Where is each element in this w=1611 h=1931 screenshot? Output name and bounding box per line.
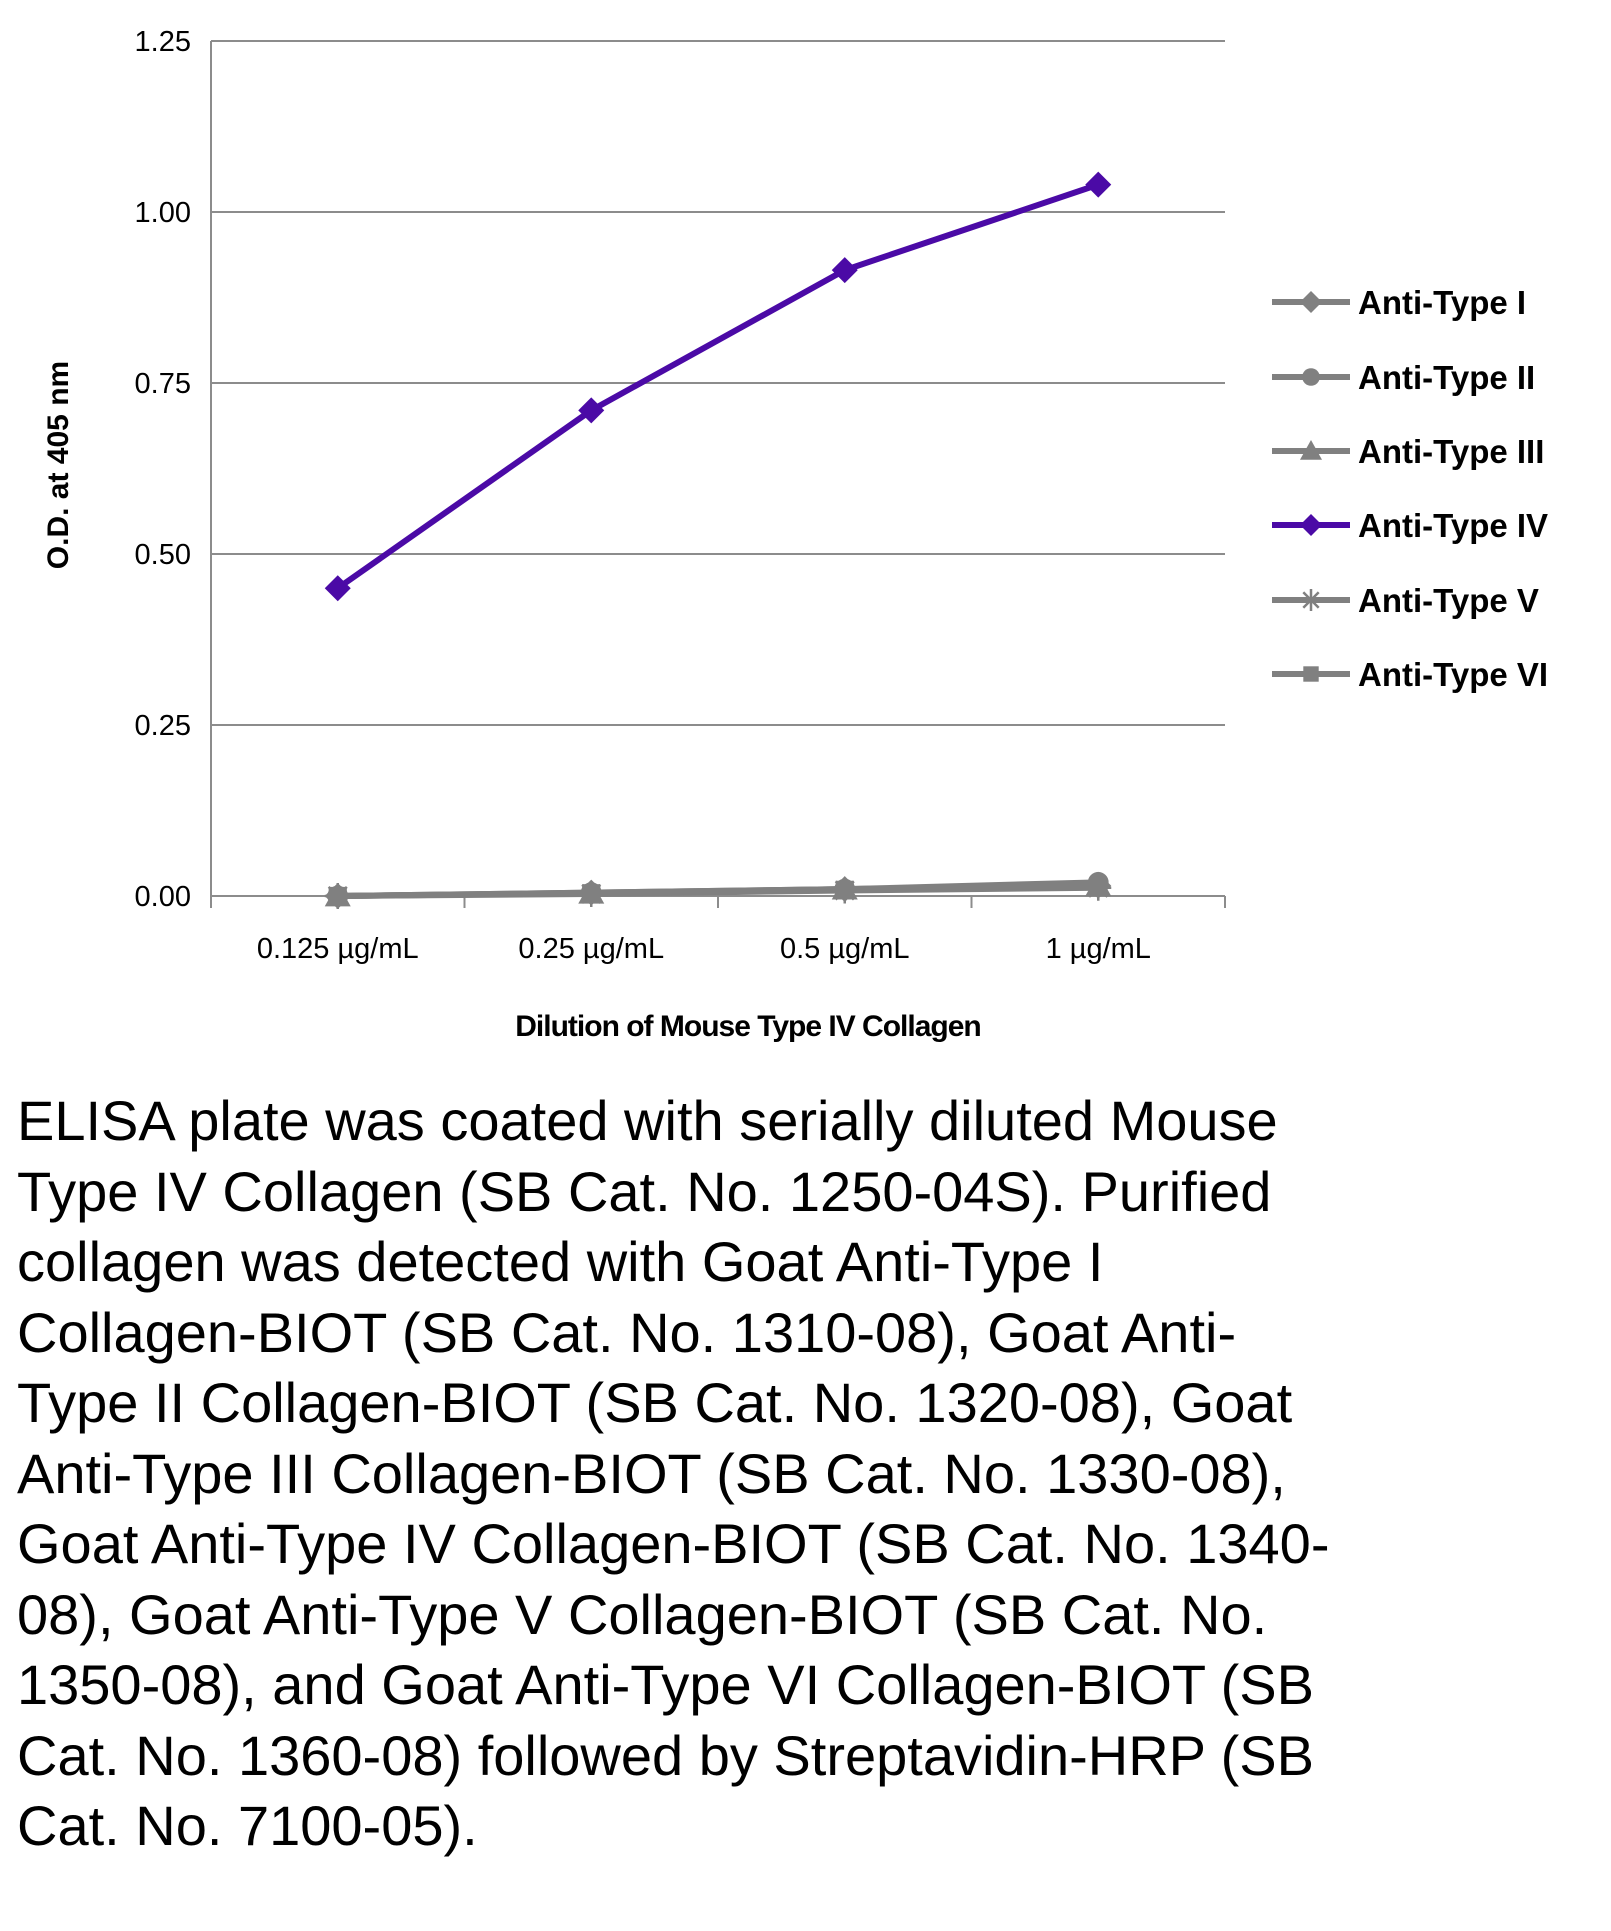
triangle-marker: [1300, 440, 1322, 460]
y-axis-title: O.D. at 405 nm: [42, 361, 75, 569]
diamond-marker: [1300, 514, 1322, 536]
y-tick-label: 0.25: [135, 710, 191, 742]
legend-label: Anti-Type III: [1358, 433, 1544, 470]
square-marker: [835, 880, 854, 899]
x-tick-label: 1 µg/mL: [1046, 933, 1151, 965]
legend-label: Anti-Type IV: [1358, 507, 1548, 544]
legend-item: Anti-Type I: [1272, 284, 1526, 321]
figure-caption: ELISA plate was coated with serially dil…: [17, 1089, 1330, 1857]
diamond-marker: [831, 257, 858, 284]
diamond-marker: [1300, 291, 1322, 313]
y-tick-label: 1.25: [135, 26, 191, 58]
series-line: [336, 181, 1100, 591]
diamond-marker: [1085, 171, 1112, 198]
x-axis-title: Dilution of Mouse Type IV Collagen: [515, 1010, 980, 1043]
legend-item: Anti-Type V: [1272, 582, 1539, 619]
y-tick-labels: 0.00 0.25 0.50 0.75 1.00 1.25: [135, 26, 191, 913]
square-marker: [1089, 877, 1108, 896]
legend-item: Anti-Type III: [1272, 433, 1544, 470]
diamond-marker: [578, 397, 605, 424]
x-tick-labels: 0.125 µg/mL 0.25 µg/mL 0.5 µg/mL 1 µg/mL: [257, 933, 1151, 965]
x-tick-label: 0.25 µg/mL: [518, 933, 664, 965]
gridlines: [210, 40, 1226, 908]
y-tick-label: 1.00: [135, 197, 191, 229]
x-tick-label: 0.5 µg/mL: [780, 933, 910, 965]
legend-item: Anti-Type VI: [1272, 656, 1548, 693]
elisa-line-chart: 0.00 0.25 0.50 0.75 1.00 1.25 0.125 µg/mL 0.25…: [42, 26, 1548, 1043]
legend-item: Anti-Type II: [1272, 359, 1535, 396]
legend-label: Anti-Type II: [1358, 359, 1535, 396]
square-marker: [582, 884, 601, 903]
square-marker: [328, 886, 347, 906]
square-marker: [1303, 666, 1319, 682]
circle-marker: [1302, 368, 1320, 386]
diamond-marker: [324, 575, 351, 602]
legend-item: Anti-Type IV: [1272, 507, 1548, 544]
legend: Anti-Type I Anti-Type II Anti-Type III Anti…: [1272, 284, 1548, 693]
y-tick-label: 0.00: [135, 881, 191, 913]
star-marker: [1300, 589, 1322, 611]
legend-label: Anti-Type I: [1358, 284, 1526, 321]
legend-label: Anti-Type V: [1358, 582, 1539, 619]
x-tick-label: 0.125 µg/mL: [257, 933, 419, 965]
legend-label: Anti-Type VI: [1358, 656, 1548, 693]
y-tick-label: 0.75: [135, 368, 191, 400]
series-lines: [324, 171, 1112, 909]
series-line: [337, 883, 1099, 899]
y-tick-label: 0.50: [135, 539, 191, 571]
